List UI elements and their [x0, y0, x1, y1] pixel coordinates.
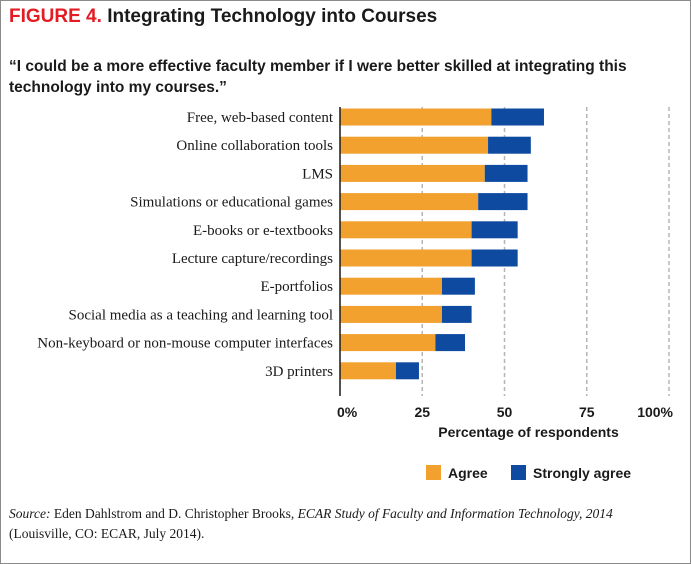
bar-agree: [340, 136, 489, 154]
bar-agree: [340, 164, 485, 182]
legend-swatch-agree: [426, 465, 441, 480]
source-details: (Louisville, CO: ECAR, July 2014).: [9, 526, 205, 541]
figure-number: FIGURE 4.: [9, 6, 102, 27]
bar-agree: [340, 108, 492, 126]
figure-title-text: Integrating Technology into Courses: [107, 6, 438, 27]
bar-agree: [340, 334, 436, 352]
bar-strongly-agree: [441, 277, 475, 295]
bar-strongly-agree: [484, 164, 528, 182]
category-label: Non-keyboard or non-mouse computer inter…: [37, 336, 333, 352]
bar-agree: [340, 193, 479, 211]
x-axis-title: Percentage of respondents: [438, 424, 619, 440]
category-label: Lecture capture/recordings: [172, 251, 333, 267]
bar-strongly-agree: [491, 108, 544, 126]
category-labels: Free, web-based content Online collaborat…: [37, 110, 334, 380]
category-label: Social media as a teaching and learning …: [69, 307, 334, 323]
bar-strongly-agree: [488, 136, 531, 154]
bar-strongly-agree: [395, 362, 419, 380]
bar-strongly-agree: [471, 249, 518, 267]
category-label: LMS: [302, 166, 333, 182]
bar-strongly-agree: [478, 193, 528, 211]
legend: Agree Strongly agree: [426, 465, 631, 481]
bar-agree: [340, 249, 472, 267]
bar-strongly-agree: [435, 334, 466, 352]
bar-strongly-agree: [471, 221, 518, 239]
x-tick-label: 100%: [637, 404, 673, 420]
category-label: Online collaboration tools: [176, 138, 333, 154]
bar-agree: [340, 221, 472, 239]
category-label: Free, web-based content: [187, 110, 334, 126]
category-label: 3D printers: [265, 364, 333, 380]
x-tick-label: 0%: [337, 404, 358, 420]
legend-label-agree: Agree: [448, 465, 488, 481]
source-publication: ECAR Study of Faculty and Information Te…: [297, 506, 613, 521]
source-label: Source:: [9, 506, 51, 521]
bar-agree: [340, 277, 442, 295]
source-authors: Eden Dahlstrom and D. Christopher Brooks…: [50, 506, 298, 521]
category-label: E-books or e-textbooks: [193, 223, 333, 239]
x-tick-label: 25: [414, 404, 430, 420]
x-tick-label: 50: [497, 404, 513, 420]
bars: [340, 108, 544, 380]
x-axis: 0% 25 50 75 100%: [337, 107, 674, 420]
x-tick-label: 75: [579, 404, 595, 420]
legend-swatch-strongly-agree: [511, 465, 526, 480]
stacked-bar-chart: Free, web-based content Online collaborat…: [37, 107, 674, 481]
survey-question: “I could be a more effective faculty mem…: [9, 58, 627, 96]
bar-strongly-agree: [441, 305, 472, 323]
bar-agree: [340, 362, 396, 380]
source-citation: Source: Eden Dahlstrom and D. Christophe…: [9, 504, 684, 544]
legend-label-strongly-agree: Strongly agree: [533, 465, 631, 481]
figure-title: FIGURE 4. Integrating Technology into Co…: [9, 6, 437, 28]
category-label: E-portfolios: [261, 279, 334, 295]
category-label: Simulations or educational games: [130, 195, 333, 211]
bar-agree: [340, 305, 442, 323]
